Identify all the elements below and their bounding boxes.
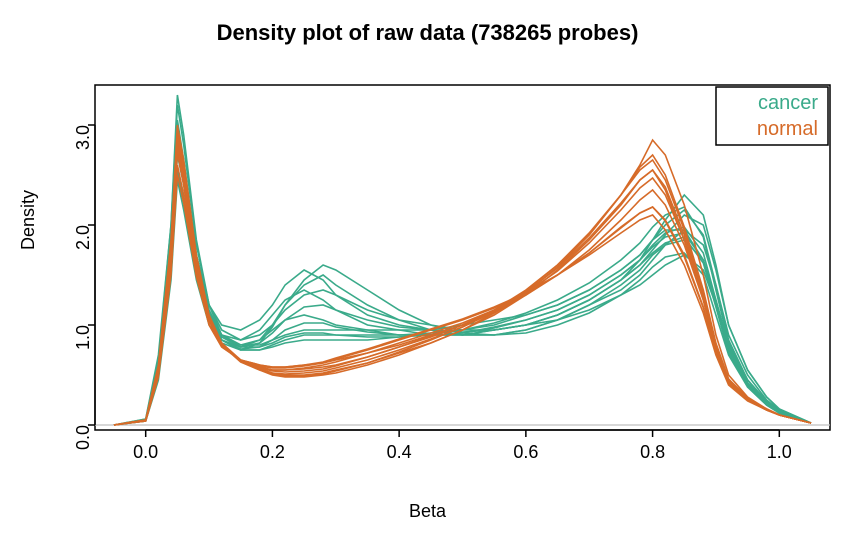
svg-text:2.0: 2.0 bbox=[73, 225, 93, 250]
svg-text:0.4: 0.4 bbox=[387, 442, 412, 462]
plot-svg: 0.0 0.2 0.4 0.6 0.8 1.0 0.0 1.0 2.0 3.0 cancer norm… bbox=[0, 0, 855, 540]
svg-text:0.0: 0.0 bbox=[73, 425, 93, 450]
cancer-density-curve bbox=[114, 125, 811, 425]
svg-text:0.6: 0.6 bbox=[513, 442, 538, 462]
legend-item-normal: normal bbox=[757, 118, 818, 140]
cancer-density-curve bbox=[114, 95, 811, 425]
svg-text:0.2: 0.2 bbox=[260, 442, 285, 462]
svg-text:0.8: 0.8 bbox=[640, 442, 665, 462]
svg-text:3.0: 3.0 bbox=[73, 125, 93, 150]
legend-item-cancer: cancer bbox=[758, 92, 818, 114]
normal-density-curve bbox=[114, 165, 811, 425]
normal-density-curve bbox=[114, 139, 811, 425]
svg-text:1.0: 1.0 bbox=[73, 325, 93, 350]
density-plot-container: Density plot of raw data (738265 probes)… bbox=[0, 0, 855, 540]
svg-text:0.0: 0.0 bbox=[133, 442, 158, 462]
svg-text:1.0: 1.0 bbox=[767, 442, 792, 462]
cancer-density-curve bbox=[114, 170, 811, 425]
